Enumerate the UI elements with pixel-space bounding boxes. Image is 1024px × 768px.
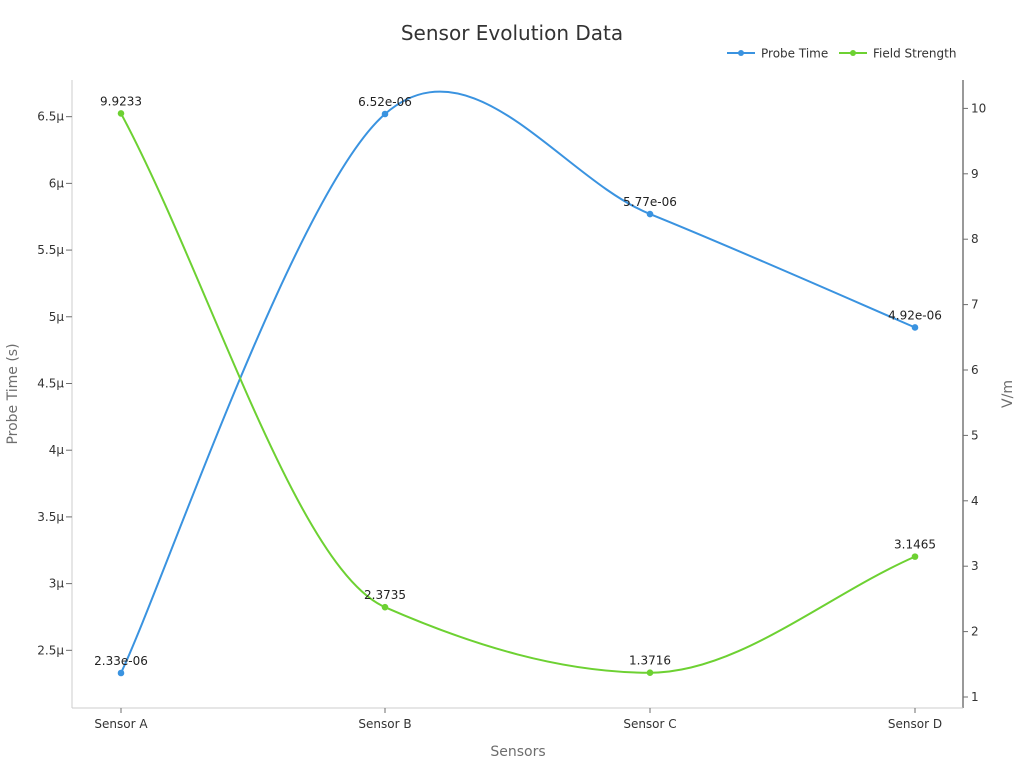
legend: Probe Time Field Strength	[727, 47, 956, 61]
y-right-tick-label: 8	[971, 232, 979, 246]
y-left-tick-label: 3.5µ	[37, 510, 64, 524]
y-left-tick-label: 4.5µ	[37, 376, 64, 390]
data-point-probe-time[interactable]	[911, 324, 919, 331]
data-label-probe-time: 5.77e-06	[623, 195, 677, 209]
data-point-probe-time[interactable]	[646, 210, 654, 218]
data-point-probe-time[interactable]	[381, 110, 389, 118]
data-point-field-strength[interactable]	[381, 603, 389, 611]
y-right-tick-label: 4	[971, 494, 979, 508]
y-right-tick-label: 6	[971, 363, 979, 377]
data-point-field-strength[interactable]	[117, 110, 125, 117]
data-point-probe-time[interactable]	[117, 669, 125, 677]
y-right-tick-label: 7	[971, 298, 979, 312]
data-label-probe-time: 4.92e-06	[888, 308, 942, 322]
y-right-tick-label: 3	[971, 559, 979, 573]
y-left-tick-label: 2.5µ	[37, 643, 64, 657]
data-label-probe-time: 2.33e-06	[94, 654, 148, 668]
data-point-field-strength[interactable]	[646, 669, 654, 676]
x-axis-title: Sensors	[490, 744, 545, 760]
data-label-field-strength: 9.9233	[100, 94, 142, 108]
y-axis-left-title: Probe Time (s)	[5, 343, 21, 444]
y-right-tick-label: 5	[971, 428, 979, 442]
x-tick-label-sensor-a: Sensor A	[94, 717, 148, 731]
legend-marker-field-strength	[850, 50, 856, 56]
data-label-field-strength: 3.1465	[894, 538, 936, 552]
series-line-probe-time[interactable]	[120, 90, 916, 674]
chart-title: Sensor Evolution Data	[401, 21, 623, 45]
legend-label-probe-time: Probe Time	[761, 47, 828, 61]
y-axis-right-title: V/m	[1000, 380, 1016, 408]
y-left-tick-label: 5µ	[49, 310, 65, 324]
x-axis-ticks: Sensor A Sensor B Sensor C Sensor D	[94, 708, 942, 731]
series-layer: 2.33e-066.52e-065.77e-064.92e-069.92332.…	[94, 90, 942, 677]
legend-item-probe-time[interactable]: Probe Time	[727, 47, 828, 61]
y-left-tick-label: 6µ	[49, 176, 65, 190]
legend-marker-probe-time	[738, 50, 744, 56]
y-left-tick-label: 3µ	[49, 577, 65, 591]
y-left-tick-label: 4µ	[49, 443, 65, 457]
series-probe-time: 2.33e-06 6.52e-06 5.77e-06 4.92e-06	[94, 90, 942, 677]
x-tick-label-sensor-c: Sensor C	[623, 717, 676, 731]
y-right-tick-label: 1	[971, 690, 979, 704]
legend-label-field-strength: Field Strength	[873, 47, 956, 61]
x-tick-label-sensor-d: Sensor D	[888, 717, 942, 731]
series-line-field-strength[interactable]	[120, 112, 916, 674]
legend-item-field-strength[interactable]: Field Strength	[839, 47, 956, 61]
y-axis-right-ticks: 1 2 3 4 5 6 7 8 9 10	[963, 101, 986, 704]
data-label-field-strength: 2.3735	[364, 588, 406, 602]
data-label-probe-time: 6.52e-06	[358, 95, 412, 109]
series-field-strength: 9.9233 2.3735 1.3716 3.1465	[100, 94, 936, 676]
y-left-tick-label: 6.5µ	[37, 110, 64, 124]
y-right-tick-label: 2	[971, 625, 979, 639]
y-left-tick-label: 5.5µ	[37, 243, 64, 257]
y-right-tick-label: 9	[971, 167, 979, 181]
y-axis-left-ticks: 2.5µ 3µ 3.5µ 4µ 4.5µ 5µ 5.5µ 6µ 6.5µ	[37, 110, 72, 657]
data-label-field-strength: 1.3716	[629, 654, 671, 668]
y-right-tick-label: 10	[971, 101, 986, 115]
x-tick-label-sensor-b: Sensor B	[358, 717, 411, 731]
data-point-field-strength[interactable]	[911, 553, 919, 560]
